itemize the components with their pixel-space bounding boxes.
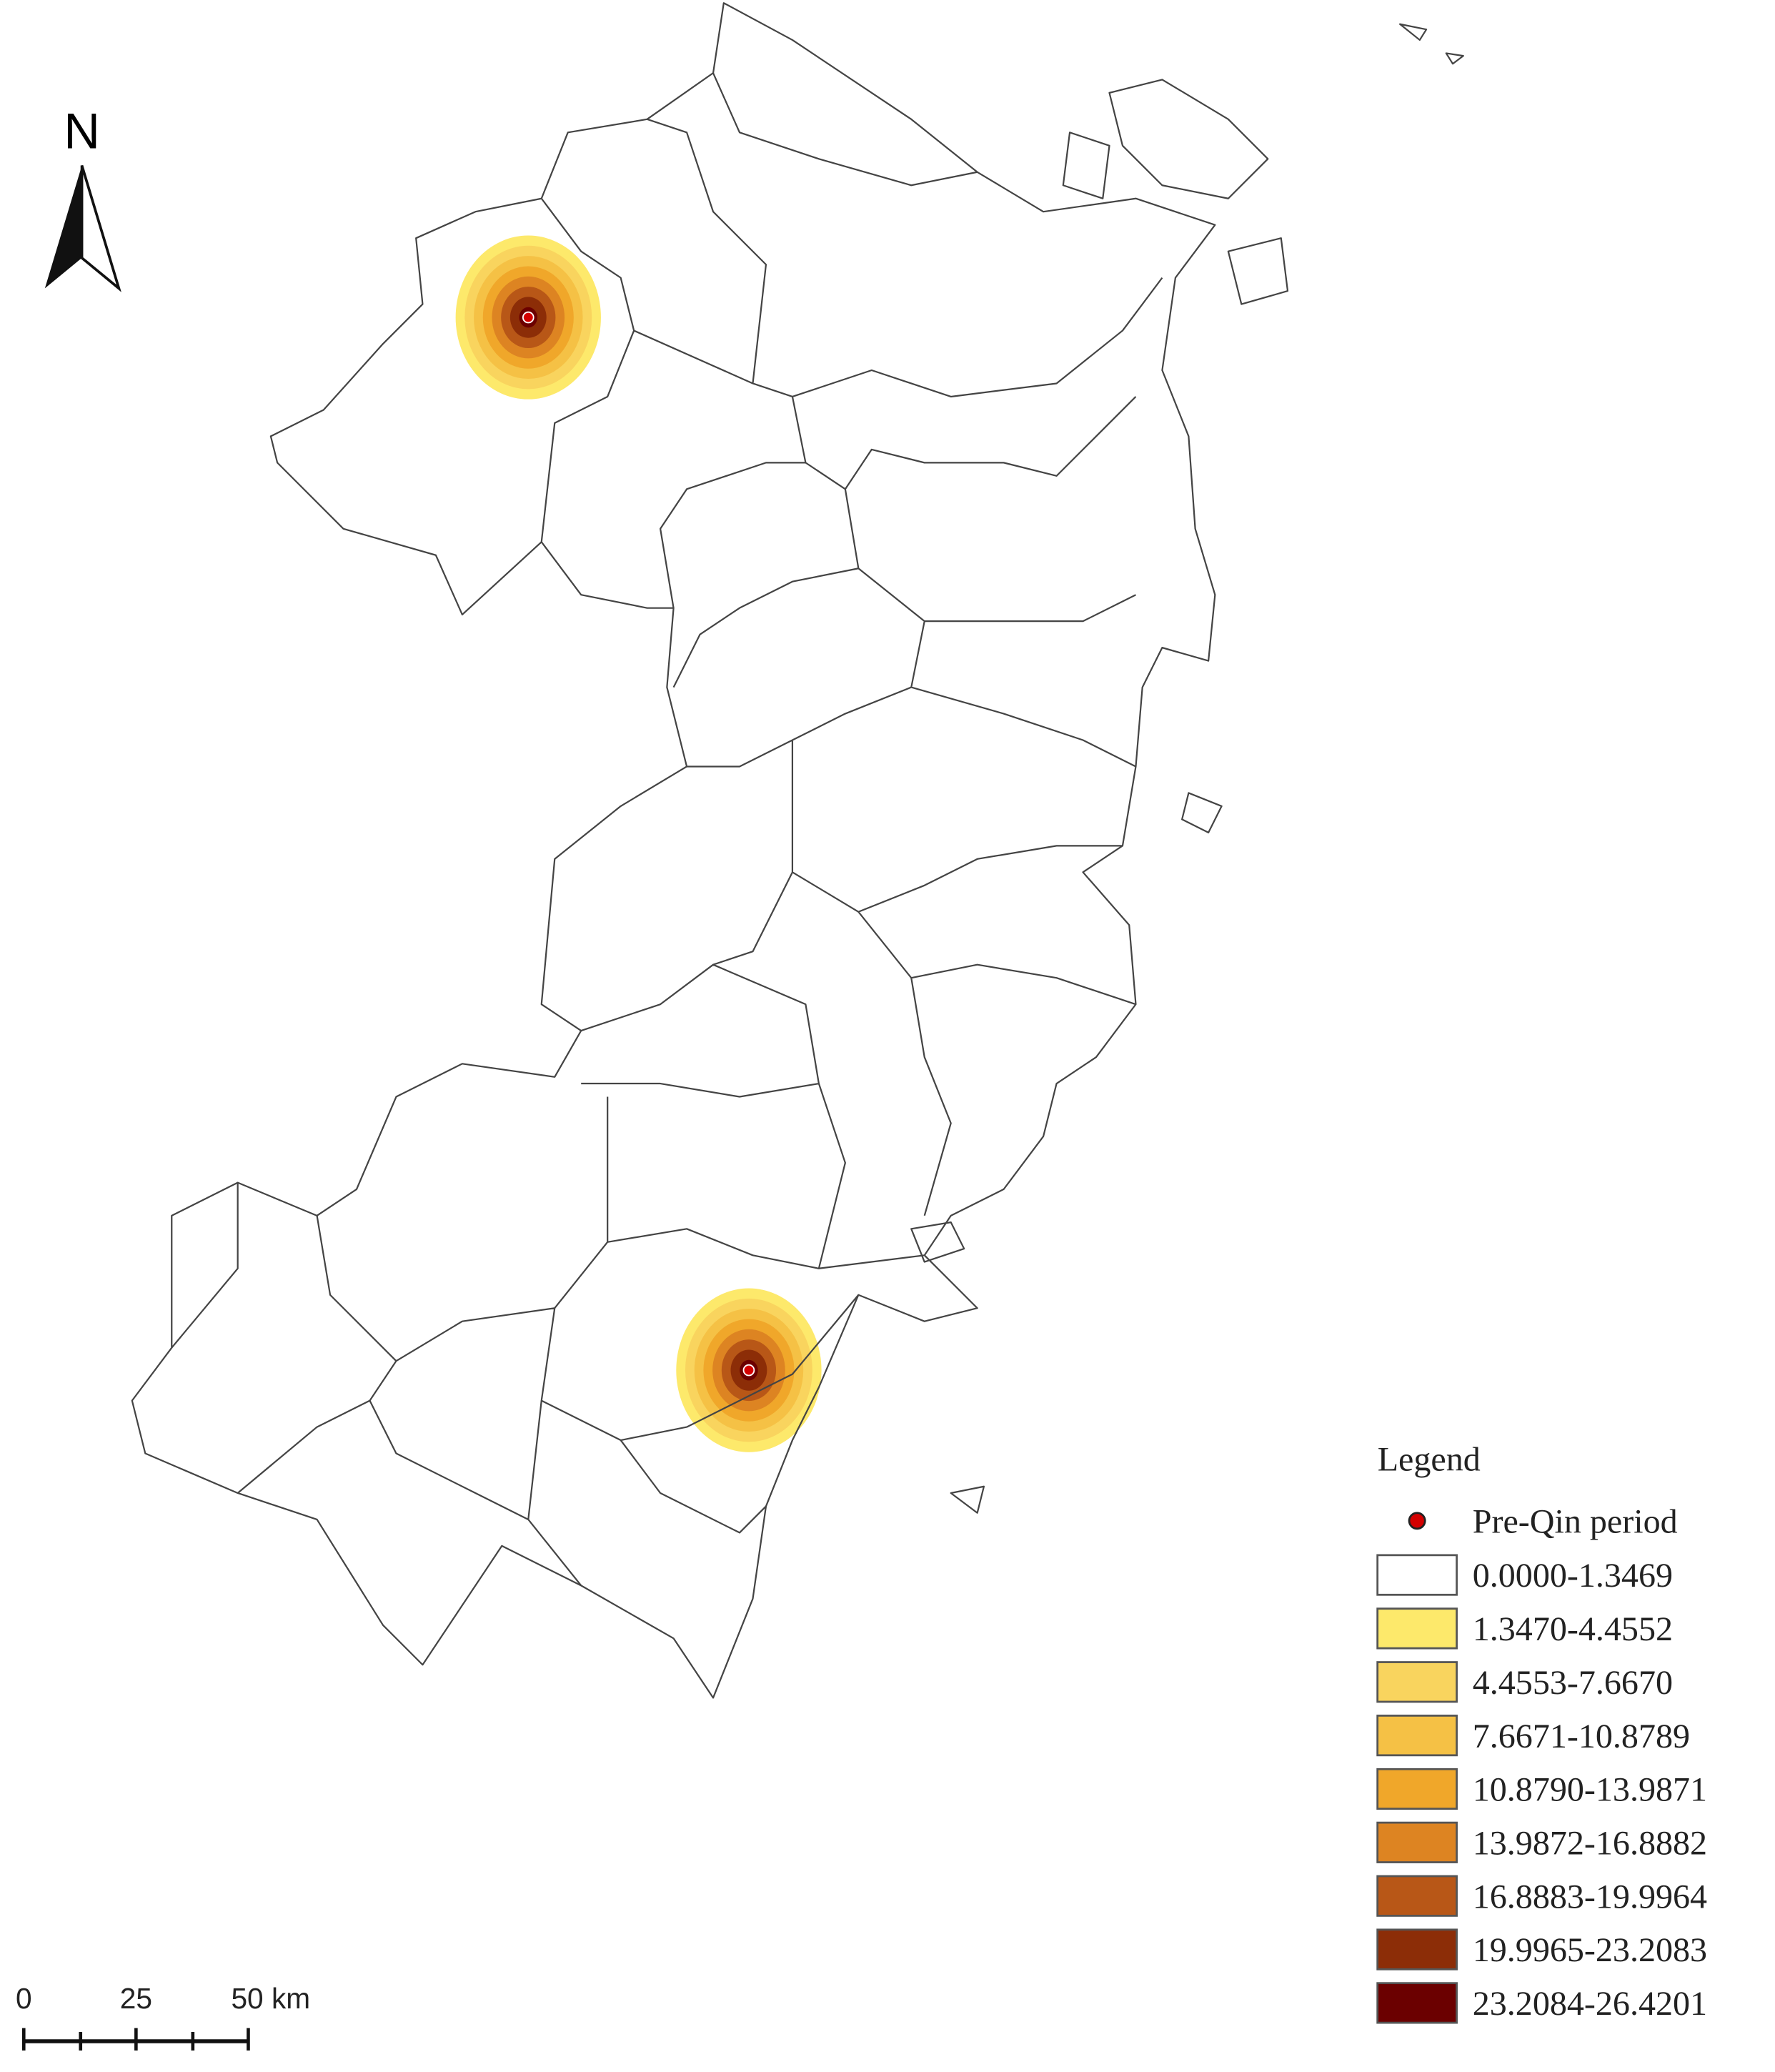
legend-swatch [1376,1607,1458,1650]
legend-label: 4.4553-7.6670 [1473,1664,1673,1702]
legend-swatch [1376,1715,1458,1757]
legend-point [1408,1512,1426,1530]
scale-ticks [21,2028,250,2051]
legend-label: 10.8790-13.9871 [1473,1771,1707,1809]
legend-label: 13.9872-16.8882 [1473,1824,1707,1862]
legend: Legend Pre-Qin period 0.0000-1.3469 1.347… [1376,1441,1707,2024]
legend-label: 7.6671-10.8789 [1473,1717,1690,1755]
arrow-right [80,164,121,292]
scale-bar: 0 25 50 km [16,1982,310,2051]
legend-swatch [1376,1821,1458,1863]
legend-swatch [1376,1554,1458,1596]
legend-label: 1.3470-4.4552 [1473,1610,1673,1648]
outline [131,2,1216,1699]
islands [910,23,1464,1514]
boundaries [131,2,1464,1699]
legend-label: 19.9965-23.2083 [1473,1931,1707,1969]
north-label: N [64,103,100,159]
district-line [171,72,1163,1587]
scale-label: 25 [120,1982,152,2015]
scale-label: 0 [16,1982,32,2015]
legend-label: 0.0000-1.3469 [1473,1557,1673,1595]
legend-label: Pre-Qin period [1473,1502,1678,1540]
site-point [742,1364,755,1377]
north-arrow: N [44,103,121,292]
legend-title: Legend [1378,1441,1481,1479]
legend-label: 23.2084-26.4201 [1473,1985,1707,2023]
site-point [522,311,535,324]
legend-swatch [1376,1661,1458,1703]
legend-label: 16.8883-19.9964 [1473,1878,1707,1915]
legend-swatch [1376,1768,1458,1810]
legend-swatch [1376,1982,1458,2024]
arrow-left [44,165,82,289]
scale-label: 50 km [231,1982,310,2015]
legend-swatch [1376,1928,1458,1971]
density-layer [455,235,822,1452]
legend-swatch [1376,1875,1458,1917]
